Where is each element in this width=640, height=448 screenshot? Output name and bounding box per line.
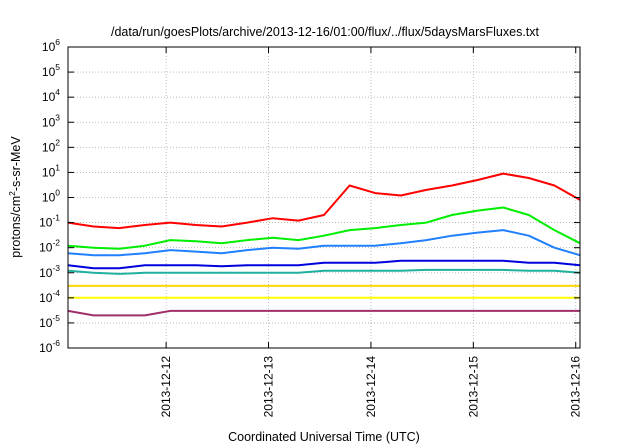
y-tick-label: 102 [42, 137, 60, 154]
chart-title: /data/run/goesPlots/archive/2013-12-16/0… [111, 25, 540, 39]
y-axis-label-pre: protons/cm [9, 196, 23, 258]
y-tick-label: 106 [42, 37, 60, 54]
y-tick-label: 105 [42, 62, 60, 79]
y-tick-label: 104 [42, 87, 60, 104]
y-tick-label: 10-4 [39, 288, 60, 305]
y-axis-label-sup: 2 [7, 191, 17, 196]
grid [68, 47, 580, 348]
x-tick-label: 2013-12-14 [364, 356, 378, 418]
series-line-4 [67, 259, 581, 270]
y-tick-label: 101 [42, 162, 60, 179]
y-tick-label: 10-5 [39, 313, 60, 330]
x-tick-label: 2013-12-16 [569, 356, 583, 418]
y-axis: 10-6 10-5 10-4 10-3 10-2 10-1 100 101 102 103 104 1… [39, 37, 580, 355]
series-line-8 [67, 309, 580, 317]
y-tick-label: 10-2 [39, 238, 60, 255]
y-tick-label: 103 [42, 112, 60, 129]
series-line-5 [67, 268, 581, 275]
y-tick-label: 10-3 [39, 263, 60, 280]
x-axis: 2013-12-12 2013-12-13 2013-12-14 2013-12-15… [159, 47, 583, 417]
y-tick-label: 100 [42, 188, 60, 205]
x-axis-label: Coordinated Universal Time (UTC) [228, 430, 420, 444]
x-tick-label: 2013-12-13 [262, 356, 276, 418]
y-tick-label: 10-1 [39, 213, 60, 230]
x-tick-label: 2013-12-12 [159, 356, 173, 418]
y-axis-label-post: -s-sr-MeV [9, 136, 23, 192]
series-line-3 [67, 229, 581, 257]
data-series [67, 172, 581, 317]
series-line-2 [67, 206, 581, 250]
y-tick-label: 10-6 [39, 338, 60, 355]
x-tick-label: 2013-12-15 [466, 356, 480, 418]
y-axis-label: protons/cm2-s-sr-MeV [7, 136, 23, 258]
series-line-1 [67, 172, 581, 230]
